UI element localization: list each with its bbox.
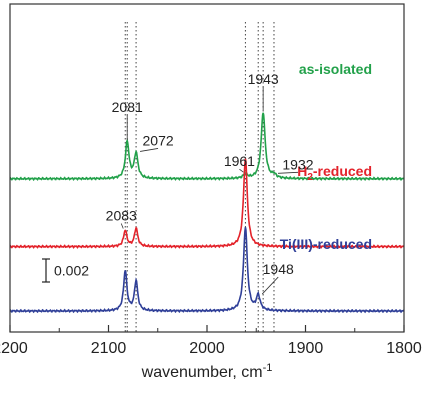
annotations: as-isolated H2-reduced Ti(III)-reduced 2081… <box>42 61 372 295</box>
peak-label: 2072 <box>143 132 174 148</box>
peak-leader <box>277 171 298 174</box>
x-tick-label: 1800 <box>386 340 422 357</box>
x-tick-label: 2100 <box>91 340 127 357</box>
peak-label: 1961 <box>224 153 255 169</box>
spectra-series <box>9 112 405 314</box>
peak-label: 1943 <box>248 71 279 87</box>
x-axis: 2200 2100 2000 1900 1800 wavenumber, cm-1 <box>0 3 422 381</box>
series-line-h2-reduced <box>9 158 405 249</box>
peak-leader <box>261 276 279 295</box>
scale-bar: 0.002 <box>42 258 89 283</box>
peak-leader <box>239 168 244 173</box>
x-tick-label: 2200 <box>0 340 28 357</box>
series-label: as-isolated <box>299 61 372 77</box>
series-line-as-isolated <box>9 112 405 182</box>
peak-label: 1948 <box>263 261 294 277</box>
series-label: H2-reduced <box>297 163 372 183</box>
scale-bar-label: 0.002 <box>54 263 89 279</box>
peak-label: 2083 <box>106 208 137 224</box>
peak-leader <box>140 148 159 152</box>
peak-label: 2081 <box>112 99 143 115</box>
x-axis-label: wavenumber, cm-1 <box>141 362 273 381</box>
x-tick-label: 1900 <box>288 340 324 357</box>
x-tick-label: 2000 <box>189 340 225 357</box>
peak-leader <box>120 223 124 229</box>
peak-label: 1932 <box>282 156 313 172</box>
series-label: Ti(III)-reduced <box>280 236 372 252</box>
series-line-ti-iii-reduced <box>9 227 405 314</box>
